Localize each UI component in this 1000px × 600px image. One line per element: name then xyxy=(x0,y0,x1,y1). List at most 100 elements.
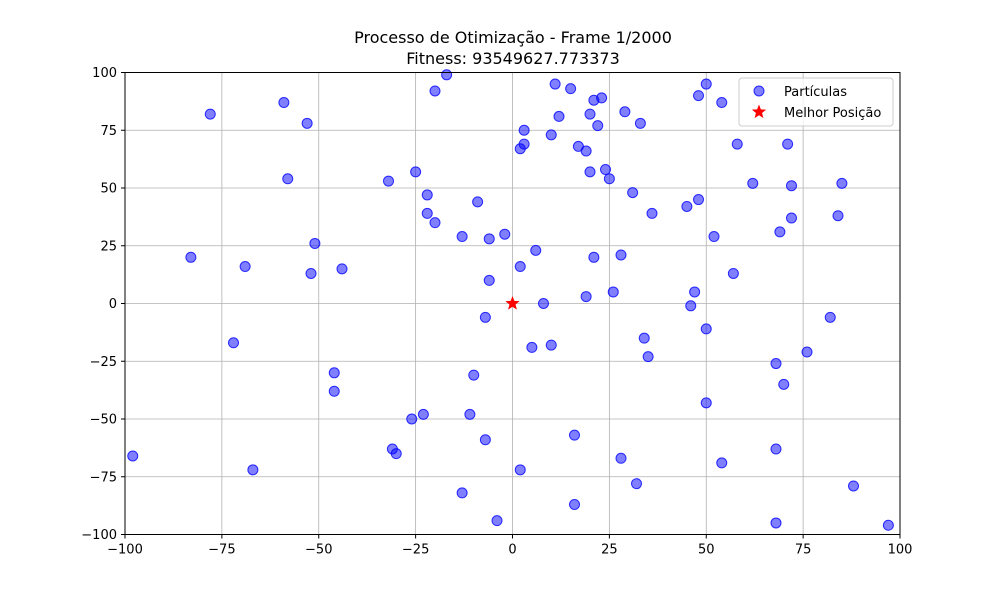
plot-frame xyxy=(124,72,901,535)
particle-point xyxy=(483,233,495,245)
particle-point xyxy=(526,341,538,353)
particle-point xyxy=(514,261,526,273)
particle-point xyxy=(619,106,631,118)
particle-point xyxy=(584,166,596,178)
particle-point xyxy=(545,129,557,141)
particle-point xyxy=(770,358,782,370)
particle-point xyxy=(491,515,503,527)
particle-point xyxy=(627,187,639,199)
particle-point xyxy=(716,97,728,109)
particle-point xyxy=(417,408,429,420)
particle-point xyxy=(410,166,422,178)
particle-point xyxy=(681,200,693,212)
particle-point xyxy=(472,196,484,208)
particle-point xyxy=(631,478,642,490)
particle-point xyxy=(518,124,530,136)
y-tick-label: 25 xyxy=(100,239,117,254)
particle-point xyxy=(801,346,813,358)
y-tick-label: 0 xyxy=(109,297,117,312)
particle-point xyxy=(499,228,511,240)
legend-best-marker xyxy=(751,104,767,119)
particle-point xyxy=(832,210,844,222)
particle-point xyxy=(774,226,786,238)
particle-point xyxy=(786,180,797,192)
particle-point xyxy=(185,251,197,263)
particle-point xyxy=(786,212,797,224)
particle-point xyxy=(848,480,859,492)
particle-point xyxy=(328,385,340,397)
particle-point xyxy=(592,120,604,132)
particle-point xyxy=(580,291,592,303)
legend-label-particles: Partículas xyxy=(784,85,847,100)
particle-point xyxy=(441,69,453,81)
particle-point xyxy=(700,78,712,90)
chart-title: Processo de Otimização - Frame 1/2000 xyxy=(354,28,672,47)
particle-point xyxy=(693,194,704,206)
particle-point xyxy=(514,464,526,476)
particle-point xyxy=(421,189,433,201)
x-tick-label: 25 xyxy=(601,543,618,558)
particle-point xyxy=(727,267,739,279)
legend-box xyxy=(738,77,894,127)
particle-point xyxy=(518,138,530,150)
particle-point xyxy=(328,367,340,379)
y-tick-label: 50 xyxy=(100,182,117,197)
particle-point xyxy=(421,207,433,219)
legend-label-best: Melhor Posição xyxy=(784,106,881,121)
particle-point xyxy=(390,448,402,460)
particle-point xyxy=(468,369,480,381)
particle-point xyxy=(700,397,712,409)
particle-point xyxy=(456,487,468,499)
particle-point xyxy=(553,110,565,122)
best-position-markers xyxy=(505,296,520,310)
particle-point xyxy=(600,164,611,176)
x-tick-label: 75 xyxy=(795,543,812,558)
particle-point xyxy=(638,332,650,344)
particle-point xyxy=(239,261,251,273)
particle-point xyxy=(549,78,561,90)
particle-point xyxy=(406,413,418,425)
particle-point xyxy=(383,175,394,187)
particle-points xyxy=(127,69,894,531)
particle-point xyxy=(824,311,836,323)
particle-point xyxy=(580,145,592,157)
x-tick-label: 100 xyxy=(888,543,913,558)
x-tick-label: −75 xyxy=(208,543,235,558)
x-tick-label: −25 xyxy=(402,543,429,558)
particle-point xyxy=(569,429,580,441)
particle-point xyxy=(336,263,348,275)
particle-point xyxy=(545,339,557,351)
particle-point xyxy=(301,117,313,129)
particle-point xyxy=(716,457,728,469)
particle-point xyxy=(569,498,580,510)
y-tick-label: −50 xyxy=(90,413,117,428)
particle-point xyxy=(588,251,600,263)
particle-point xyxy=(278,97,290,109)
particle-point xyxy=(565,83,577,95)
x-tick-label: 50 xyxy=(698,543,715,558)
particle-point xyxy=(584,108,596,120)
particle-point xyxy=(305,267,317,279)
y-tick-label: 100 xyxy=(92,66,117,81)
particle-point xyxy=(204,108,216,120)
particle-point xyxy=(700,323,712,335)
particle-point xyxy=(538,298,549,309)
particle-point xyxy=(693,90,704,102)
particle-point xyxy=(731,138,743,150)
particle-point xyxy=(456,231,468,243)
y-tick-label: 75 xyxy=(100,124,117,139)
y-tick-label: −25 xyxy=(90,355,117,370)
legend-particle-marker xyxy=(753,85,765,97)
particle-point xyxy=(479,311,491,323)
particle-point xyxy=(530,244,542,256)
particle-point xyxy=(770,443,782,455)
particle-point xyxy=(615,452,627,464)
x-tick-label: −100 xyxy=(107,543,143,558)
particle-point xyxy=(127,450,139,462)
particle-point xyxy=(615,249,627,261)
particle-point xyxy=(479,434,491,446)
best-position-star xyxy=(505,296,520,310)
particle-point xyxy=(685,300,697,312)
particle-point xyxy=(247,464,259,476)
